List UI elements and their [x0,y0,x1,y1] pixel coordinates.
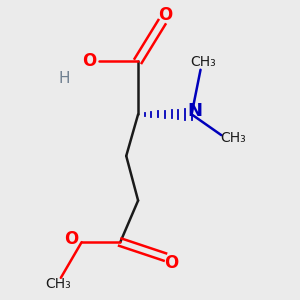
Text: O: O [158,6,172,24]
Text: H: H [58,71,70,86]
Text: O: O [82,52,97,70]
Text: CH₃: CH₃ [190,55,216,69]
Text: O: O [164,254,178,272]
Text: CH₃: CH₃ [220,131,246,145]
Text: O: O [64,230,79,248]
Text: N: N [187,102,202,120]
Text: CH₃: CH₃ [45,277,71,291]
